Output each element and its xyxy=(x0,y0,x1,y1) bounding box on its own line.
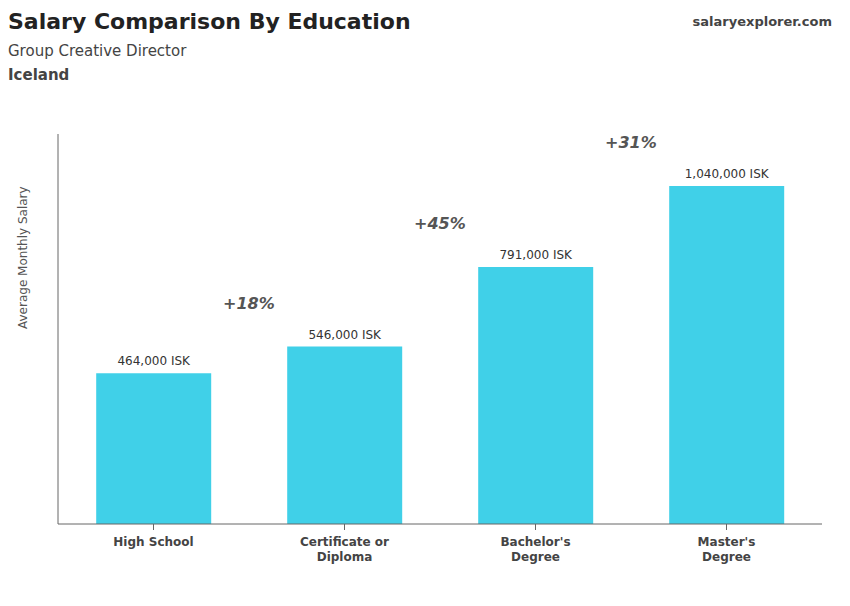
svg-text:1,040,000 ISK: 1,040,000 ISK xyxy=(685,167,770,181)
svg-text:464,000 ISK: 464,000 ISK xyxy=(117,354,191,368)
html-text:salaryexplorer.com: salaryexplorer.com xyxy=(692,14,832,29)
svg-text:791,000 ISK: 791,000 ISK xyxy=(499,248,573,262)
html-text:Salary Comparison By Education: Salary Comparison By Education xyxy=(8,9,411,34)
svg-text:546,000 ISK: 546,000 ISK xyxy=(308,328,382,342)
svg-text:Bachelor'sDegree: Bachelor'sDegree xyxy=(500,535,570,564)
svg-text:Certificate orDiploma: Certificate orDiploma xyxy=(300,535,389,564)
svg-text:+45%: +45% xyxy=(414,214,466,233)
svg-text:+31%: +31% xyxy=(605,133,657,152)
html-text:Group Creative Director: Group Creative Director xyxy=(8,42,187,60)
svg-text:Master'sDegree: Master'sDegree xyxy=(698,535,756,564)
html-text:Iceland: Iceland xyxy=(8,66,70,84)
svg-text:Average Monthly Salary: Average Monthly Salary xyxy=(16,186,30,329)
svg-text:High School: High School xyxy=(113,535,193,549)
svg-text:+18%: +18% xyxy=(223,294,275,313)
